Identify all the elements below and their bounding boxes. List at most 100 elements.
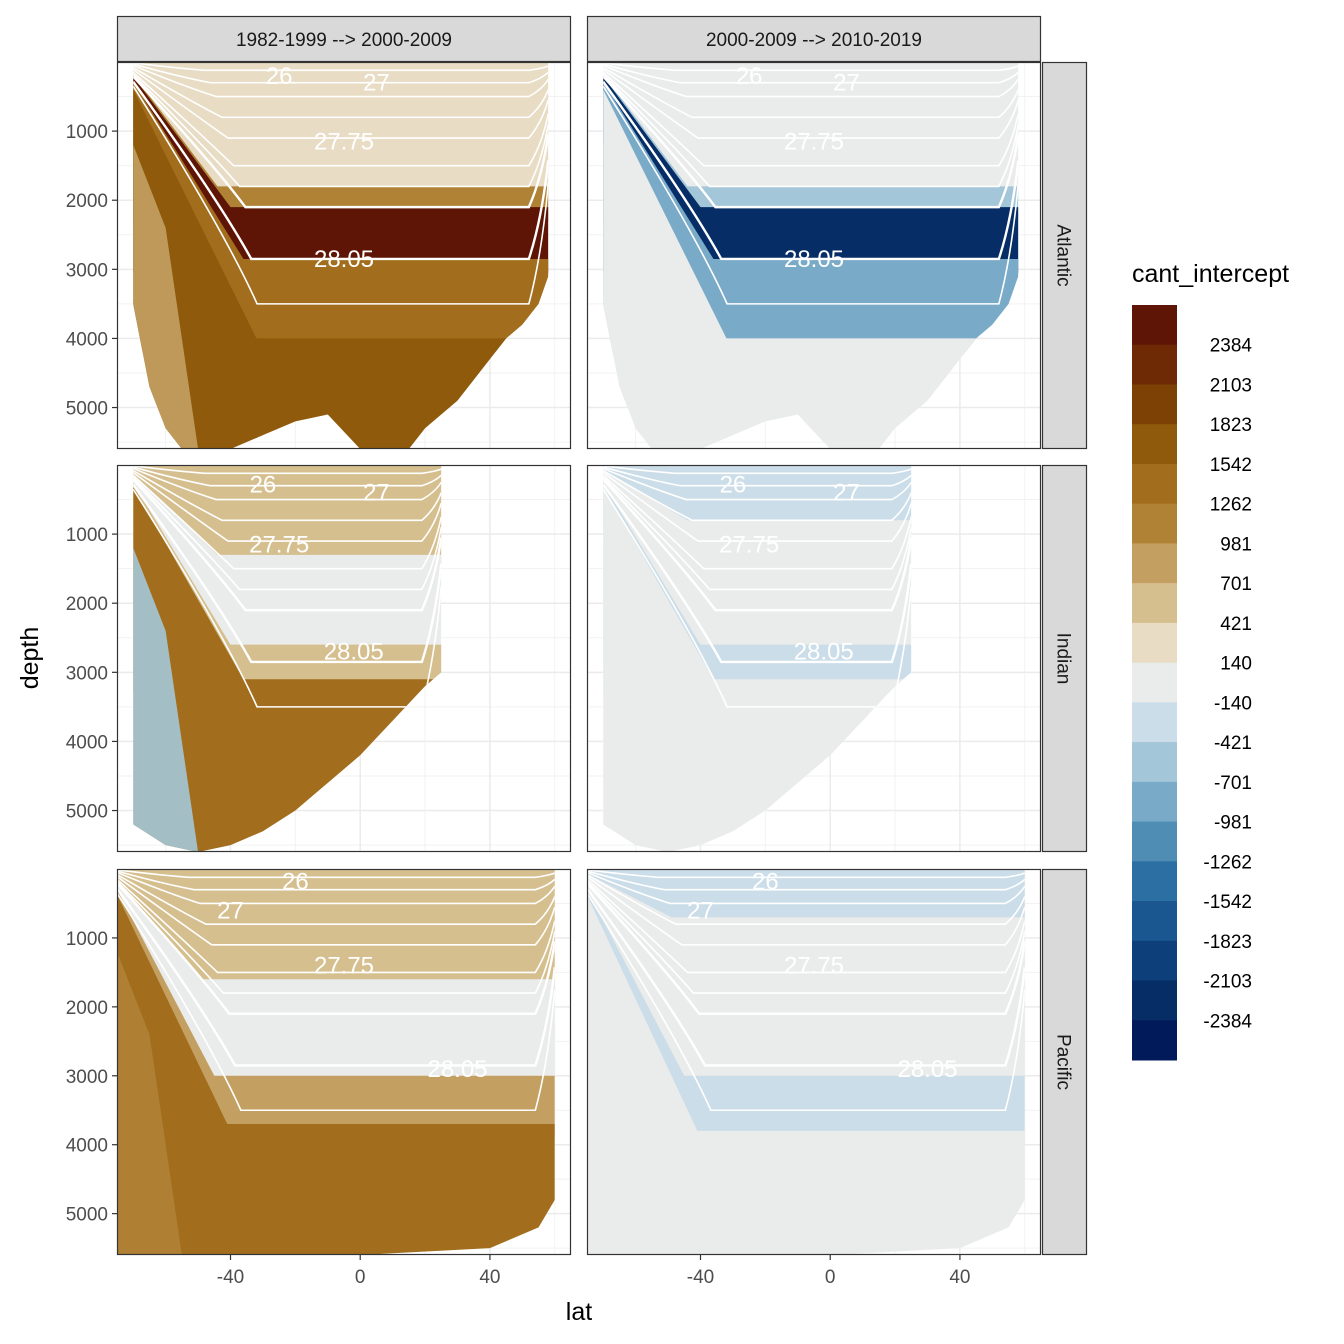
legend-swatch [1132, 305, 1177, 346]
southern-flank-band [117, 951, 182, 1255]
legend-swatch [1132, 662, 1177, 703]
legend-label: 421 [1220, 614, 1252, 635]
isopycnal-line [133, 469, 442, 522]
isopycnal-line [133, 62, 549, 72]
panel-border [586, 61, 1042, 450]
isopycnals [603, 62, 1019, 305]
x-tick-label: -40 [687, 1267, 714, 1288]
y-axis-title: depth [16, 627, 44, 690]
isopycnal-line [133, 488, 442, 708]
isopycnal-line [133, 466, 442, 487]
y-tick-label: 1000 [66, 525, 108, 546]
legend-swatch [1132, 543, 1177, 584]
isopycnal-line [133, 80, 549, 261]
isopycnal-line [603, 478, 912, 612]
isopycnal-line [603, 63, 1019, 84]
isopycnal-line [603, 488, 912, 708]
isopycnal-line [587, 878, 1025, 974]
isopycnal-label: 27.75 [249, 531, 309, 558]
isopycnal-label: 28.05 [784, 246, 844, 273]
isopycnal-label: 28.05 [897, 1056, 957, 1083]
isopycnal-line [133, 476, 442, 591]
x-tick-label: 0 [355, 1267, 366, 1288]
isopycnal-line [587, 870, 1025, 891]
panel-pacific-2: 26 27 27.75 28.05 [586, 868, 1042, 1256]
contour-band [603, 76, 1019, 273]
section-field [117, 869, 555, 1255]
y-tick-label: 5000 [66, 802, 108, 823]
isopycnal-line [117, 869, 555, 879]
isopycnal-line [587, 871, 1025, 905]
isopycnal-line [603, 466, 912, 487]
southern-flank-band [603, 547, 669, 852]
isopycnals [603, 465, 912, 708]
isopycnal-label: 27 [363, 480, 390, 507]
contour-band [133, 81, 549, 353]
legend-label: -421 [1214, 733, 1252, 754]
isopycnal-label: 27.75 [784, 953, 844, 980]
contour-band [587, 873, 1025, 1090]
isopycnal-label: 26 [250, 471, 277, 498]
isopycnal-line [133, 75, 549, 209]
legend-swatch [1132, 1020, 1177, 1061]
isopycnal-line [117, 878, 555, 974]
isopycnal-line [133, 471, 442, 542]
legend-swatch [1132, 940, 1177, 982]
legend-label: 701 [1220, 574, 1252, 595]
isopycnal-line [133, 68, 549, 139]
isopycnal-line [117, 873, 555, 925]
y-tick-label: 3000 [66, 260, 108, 281]
legend-label: -1823 [1203, 932, 1252, 953]
legend-label: 1823 [1210, 415, 1252, 436]
row-strip-label: Indian [1053, 633, 1074, 685]
isopycnal-line [117, 892, 555, 1112]
facet-strips: 1982-1999 --> 2000-2009 2000-2009 --> 201… [116, 15, 1088, 1256]
isopycnal-line [117, 887, 555, 1067]
legend-swatch [1132, 901, 1177, 942]
legend-swatch [1132, 424, 1177, 465]
legend-label: -981 [1214, 813, 1252, 834]
isopycnals [133, 465, 442, 708]
isopycnal-line [603, 68, 1019, 139]
isopycnal-line [603, 465, 912, 475]
contour-band [117, 880, 555, 1090]
southern-flank-band [603, 144, 669, 449]
contour-band [587, 895, 1025, 1255]
isopycnal-line [117, 875, 555, 946]
row-strip-label: Atlantic [1053, 224, 1074, 286]
row-strip [1041, 868, 1088, 1256]
x-tick-label: 0 [825, 1267, 836, 1288]
isopycnal-line [603, 71, 1019, 167]
y-tick-label: 4000 [66, 329, 108, 350]
legend-label: 140 [1220, 654, 1252, 675]
isopycnal-line [603, 471, 912, 542]
y-tick-label: 2000 [66, 191, 108, 212]
legend-swatch [1132, 344, 1177, 385]
contour-band [587, 869, 1025, 932]
y-tick-label: 3000 [66, 1067, 108, 1088]
legend-label: 1542 [1210, 455, 1252, 476]
column-strip-label: 2000-2009 --> 2010-2019 [706, 30, 922, 51]
southern-flank-band [587, 951, 652, 1255]
legend-swatch [1132, 980, 1177, 1021]
column-strip-label: 1982-1999 --> 2000-2009 [236, 30, 452, 51]
panel-pacific-1: 26 27 27.75 28.05 [116, 868, 572, 1256]
isopycnals [133, 62, 549, 305]
legend-label: -1262 [1203, 852, 1252, 873]
isopycnal-line [133, 483, 442, 664]
legend: cant_intercept 2384 2103 1823 1542 1262 981 70… [1132, 260, 1289, 1061]
isopycnal-label: 26 [736, 63, 763, 90]
legend-swatch [1132, 622, 1177, 664]
panel-border [116, 61, 572, 450]
isopycnal-line [133, 73, 549, 188]
panel-border [116, 868, 572, 1256]
isopycnal-line [603, 80, 1019, 261]
isopycnal-label: 27.75 [314, 953, 374, 980]
axes: 1000200030004000500010002000300040005000… [66, 122, 971, 1288]
isopycnal-line [117, 880, 555, 994]
panel-border [116, 464, 572, 853]
isopycnal-label: 27 [833, 70, 860, 97]
isopycnal-label: 26 [720, 471, 747, 498]
legend-swatch [1132, 702, 1177, 743]
